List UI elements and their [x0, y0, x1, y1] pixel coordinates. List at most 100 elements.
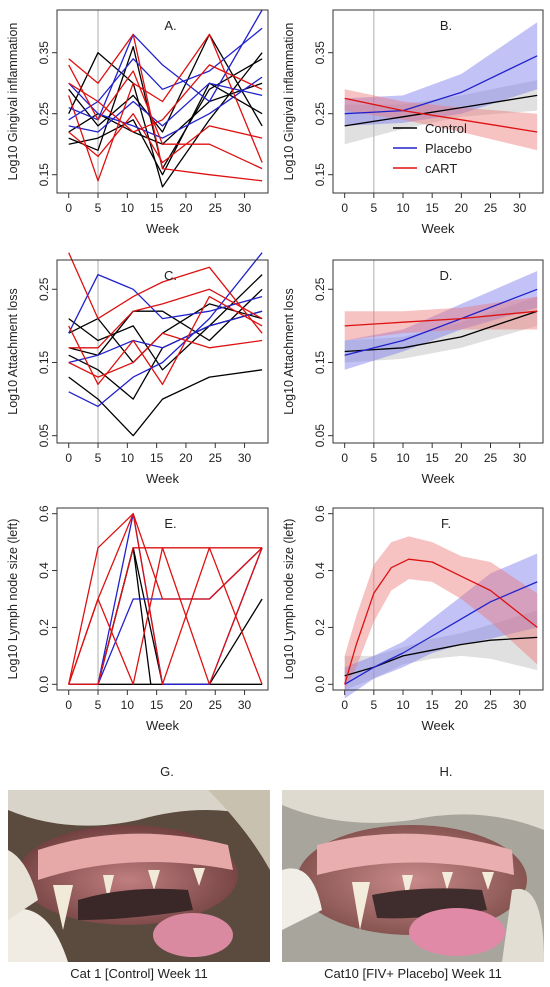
- panel-b-xlabel: Week: [422, 221, 455, 236]
- panel-e-xtick-label: 30: [238, 698, 252, 712]
- panel-f-xlabel: Week: [422, 718, 455, 733]
- panel-b-xtick-label: 30: [513, 201, 527, 215]
- panel-f-xtick-label: 30: [513, 698, 527, 712]
- panel-e-xtick-label: 10: [121, 698, 135, 712]
- panel-c-xtick-label: 10: [121, 451, 135, 465]
- panel-c-series-cart-10: [68, 288, 263, 349]
- panel-d-ytick-label: 0.25: [313, 277, 327, 301]
- panel-c-label: C.: [164, 268, 177, 283]
- panel-d-xtick-label: 20: [455, 451, 469, 465]
- panel-c-xtick-label: 25: [209, 451, 223, 465]
- panel-d-xlabel: Week: [422, 471, 455, 486]
- panel-d-xtick-label: 25: [484, 451, 498, 465]
- panel-c-ytick-label: 0.15: [37, 350, 51, 374]
- panel-b-xtick-label: 10: [396, 201, 410, 215]
- panel-f-xtick-label: 15: [425, 698, 439, 712]
- panel-f-series-cart-2: [344, 558, 538, 685]
- panel-a-series-control-0: [68, 52, 263, 188]
- panel-a-series-cart-11: [68, 113, 263, 164]
- panel-f-xtick-label: 0: [341, 698, 348, 712]
- panel-c-series-placebo-5: [68, 252, 263, 408]
- panel-a-xtick-label: 0: [65, 201, 72, 215]
- panel-e-xlabel: Week: [146, 718, 179, 733]
- photo-h-cat-mouth: [282, 790, 544, 962]
- panel-c-series-placebo-6: [68, 273, 263, 334]
- panel-e-series-placebo-4: [97, 547, 263, 685]
- panel-d-series-placebo-1: [344, 288, 538, 356]
- panel-a-xtick-label: 10: [121, 201, 135, 215]
- panel-d-ylabel: Log10 Attachment loss: [282, 288, 296, 414]
- panel-b-xtick-label: 5: [370, 201, 377, 215]
- panel-e-xtick-label: 5: [95, 698, 102, 712]
- panel-b-band-cart: [344, 89, 538, 151]
- panel-a-ytick-label: 0.35: [37, 41, 51, 65]
- panel-c-series-cart-8: [68, 252, 263, 334]
- panel-h-label: H.: [440, 764, 453, 779]
- panel-b-xtick-label: 20: [455, 201, 469, 215]
- panel-a-series-control-2: [68, 82, 263, 176]
- panel-f-xtick-label: 10: [396, 698, 410, 712]
- panel-b-ytick-label: 0.25: [313, 102, 327, 126]
- panel-d-xtick-label: 15: [425, 451, 439, 465]
- panel-d-xtick-label: 5: [370, 451, 377, 465]
- panel-b-band-placebo: [344, 22, 538, 126]
- panel-a-xtick-label: 30: [238, 201, 252, 215]
- panel-f-frame: [332, 507, 544, 691]
- panel-c-xtick-label: 5: [95, 451, 102, 465]
- panel-e-ytick-label: 0.0: [37, 676, 51, 693]
- panel-a-series-cart-12: [68, 64, 263, 133]
- panel-a-label: A.: [164, 18, 176, 33]
- panel-b-legend-label-control: Control: [425, 121, 467, 136]
- panel-b-legend-label-cart: cART: [425, 161, 457, 176]
- panel-f-label: F.: [441, 516, 451, 531]
- panel-f-ytick-label: 0.4: [313, 562, 327, 579]
- panel-a-series-cart-13: [68, 64, 263, 170]
- panel-b-ytick-label: 0.15: [313, 163, 327, 187]
- panel-b-band-control: [344, 80, 538, 145]
- panel-e-series-cart-8: [68, 547, 263, 685]
- panel-a-xtick-label: 20: [179, 201, 193, 215]
- panel-e-series-cart-5: [68, 513, 263, 685]
- panel-c-frame: [56, 259, 269, 444]
- panel-a-frame: [56, 9, 269, 194]
- panel-c-ytick-label: 0.05: [37, 424, 51, 448]
- panel-b-frame: [332, 9, 544, 194]
- panel-c-xtick-label: 15: [150, 451, 164, 465]
- panel-d-ytick-label: 0.15: [313, 350, 327, 374]
- panel-a-xtick-label: 5: [95, 201, 102, 215]
- panel-f-ytick-label: 0.6: [313, 505, 327, 522]
- panel-f-series-placebo-1: [344, 581, 538, 685]
- panel-e-ytick-label: 0.6: [37, 505, 51, 522]
- panel-f-ylabel: Log10 Lymph node size (left): [282, 519, 296, 680]
- panel-b-series-cart-2: [344, 97, 538, 133]
- panel-b-xtick-label: 15: [425, 201, 439, 215]
- panel-e-ylabel: Log10 Lymph node size (left): [6, 519, 20, 680]
- panel-d-band-control: [344, 296, 538, 363]
- panel-b-xtick-label: 25: [484, 201, 498, 215]
- panel-f-ytick-label: 0.2: [313, 619, 327, 636]
- panel-c-xtick-label: 0: [65, 451, 72, 465]
- panel-a-xlabel: Week: [146, 221, 179, 236]
- panel-a-series-placebo-6: [68, 9, 263, 121]
- panel-b-series-control-0: [344, 94, 538, 127]
- panel-e-ytick-label: 0.2: [37, 619, 51, 636]
- panel-b-ytick-label: 0.35: [313, 41, 327, 65]
- photo-g-caption: Cat 1 [Control] Week 11: [70, 966, 208, 981]
- panel-c-xtick-label: 20: [179, 451, 193, 465]
- photo-g-cat-mouth: [8, 790, 270, 962]
- panel-e-frame: [56, 507, 269, 691]
- panel-a-xtick-label: 15: [150, 201, 164, 215]
- panel-a-series-placebo-7: [68, 82, 263, 133]
- panel-c-xtick-label: 30: [238, 451, 252, 465]
- panel-d-frame: [332, 259, 544, 444]
- panel-a-ytick-label: 0.15: [37, 163, 51, 187]
- panel-a-series-placebo-5: [68, 27, 263, 121]
- panel-d-label: D.: [440, 268, 453, 283]
- panel-b-ylabel: Log10 Gingival inflammation: [282, 23, 296, 181]
- panel-c-series-control-4: [68, 288, 263, 356]
- panel-f-ytick-label: 0.0: [313, 676, 327, 693]
- panel-c-xlabel: Week: [146, 471, 179, 486]
- panel-d-ytick-label: 0.05: [313, 424, 327, 448]
- panel-c-series-control-0: [68, 369, 263, 437]
